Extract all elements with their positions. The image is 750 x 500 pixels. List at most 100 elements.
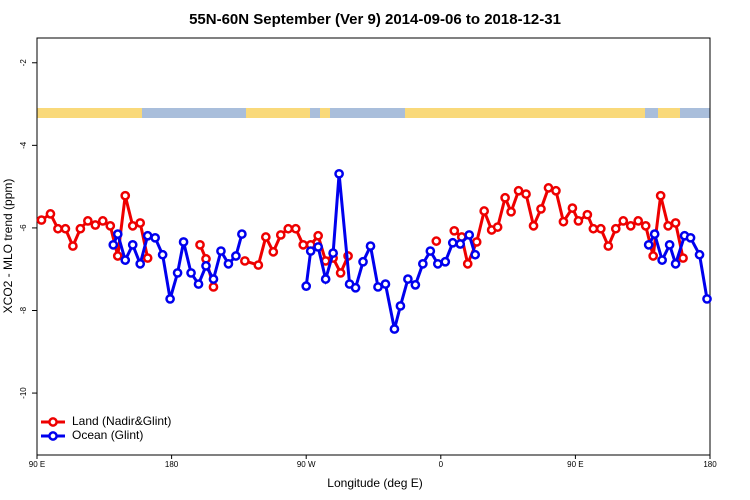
data-point bbox=[60, 223, 71, 234]
data-point bbox=[431, 236, 442, 246]
data-point bbox=[380, 279, 391, 289]
data-point bbox=[702, 294, 712, 304]
data-point bbox=[105, 221, 116, 231]
data-point bbox=[127, 221, 138, 231]
legend: Land (Nadir&Glint)Ocean (Glint) bbox=[41, 414, 171, 442]
data-point bbox=[82, 216, 93, 226]
data-point bbox=[223, 258, 234, 269]
data-point bbox=[395, 301, 406, 311]
data-point bbox=[75, 223, 86, 234]
x-axis-label: Longitude (deg E) bbox=[327, 476, 422, 490]
data-point bbox=[528, 221, 539, 231]
data-point bbox=[112, 229, 123, 239]
data-point bbox=[108, 239, 119, 250]
y-axis-label: XCO2 - MLO trend (ppm) bbox=[1, 179, 15, 314]
data-point bbox=[237, 229, 247, 239]
data-point bbox=[68, 241, 78, 251]
data-point bbox=[447, 237, 458, 248]
data-point bbox=[440, 256, 451, 267]
data-point bbox=[685, 232, 696, 243]
data-point bbox=[492, 222, 503, 232]
data-point bbox=[208, 282, 219, 292]
data-point bbox=[365, 241, 376, 251]
data-point bbox=[260, 232, 271, 242]
y-tick-label: -8 bbox=[19, 306, 28, 314]
data-point bbox=[462, 258, 473, 269]
data-point bbox=[670, 218, 681, 228]
legend-marker bbox=[48, 417, 58, 427]
plot-frame bbox=[36, 37, 711, 456]
data-point bbox=[521, 189, 531, 199]
data-point bbox=[603, 241, 614, 251]
data-point bbox=[112, 251, 123, 261]
data-point bbox=[455, 239, 466, 249]
data-point bbox=[283, 223, 294, 234]
data-point bbox=[231, 251, 241, 261]
data-point bbox=[678, 253, 688, 263]
data-point bbox=[479, 206, 490, 216]
land-strip bbox=[658, 108, 680, 118]
data-point bbox=[558, 216, 569, 227]
data-point bbox=[36, 215, 47, 225]
data-point bbox=[464, 230, 475, 240]
data-point bbox=[506, 206, 516, 217]
land-strip bbox=[320, 108, 330, 118]
x-tick-label: 180 bbox=[703, 460, 717, 469]
data-point bbox=[328, 248, 338, 258]
y-tick-label: -2 bbox=[19, 59, 28, 67]
data-point bbox=[663, 221, 673, 231]
data-point bbox=[536, 204, 546, 214]
data-point bbox=[640, 221, 651, 231]
data-point bbox=[403, 274, 413, 284]
x-tick-label: 90 W bbox=[297, 460, 316, 469]
data-point bbox=[253, 260, 264, 270]
data-point bbox=[193, 279, 204, 289]
chart-title: 55N-60N September (Ver 9) 2014-09-06 to … bbox=[189, 11, 561, 28]
data-point bbox=[313, 230, 324, 241]
data-point bbox=[410, 280, 421, 290]
data-point bbox=[298, 239, 309, 250]
data-point bbox=[470, 249, 481, 260]
data-point bbox=[573, 216, 584, 226]
y-tick-label: -6 bbox=[19, 224, 28, 232]
data-point bbox=[142, 253, 153, 263]
data-point bbox=[449, 225, 460, 236]
data-point bbox=[655, 190, 666, 201]
land-strip bbox=[37, 108, 142, 118]
data-point bbox=[618, 216, 629, 226]
data-point bbox=[350, 282, 361, 293]
data-point bbox=[157, 249, 168, 260]
data-point bbox=[305, 246, 316, 256]
data-point bbox=[275, 230, 286, 240]
legend-label: Ocean (Glint) bbox=[72, 428, 143, 442]
data-point bbox=[135, 258, 146, 269]
data-point bbox=[178, 237, 189, 247]
land-strip bbox=[405, 108, 645, 118]
data-point bbox=[643, 239, 654, 250]
data-point bbox=[664, 239, 675, 250]
land-strip bbox=[246, 108, 310, 118]
data-point bbox=[694, 249, 705, 260]
data-point bbox=[471, 237, 482, 247]
data-point bbox=[97, 216, 108, 226]
data-point bbox=[633, 216, 644, 226]
x-tick-label: 90 E bbox=[29, 460, 45, 469]
ocean-strip bbox=[37, 108, 710, 118]
data-point bbox=[513, 185, 524, 196]
data-point bbox=[268, 247, 279, 257]
data-point bbox=[389, 324, 400, 334]
data-point bbox=[334, 168, 344, 179]
data-point bbox=[120, 190, 131, 201]
data-point bbox=[172, 268, 183, 278]
map-strip bbox=[37, 108, 710, 118]
data-point bbox=[201, 261, 211, 271]
data-point bbox=[500, 192, 510, 203]
data-point bbox=[216, 246, 226, 256]
y-tick-label: -4 bbox=[19, 141, 28, 149]
data-point bbox=[142, 230, 153, 241]
data-point bbox=[150, 232, 160, 243]
data-point bbox=[595, 223, 606, 234]
legend-label: Land (Nadir&Glint) bbox=[72, 414, 171, 428]
data-point bbox=[588, 223, 599, 234]
